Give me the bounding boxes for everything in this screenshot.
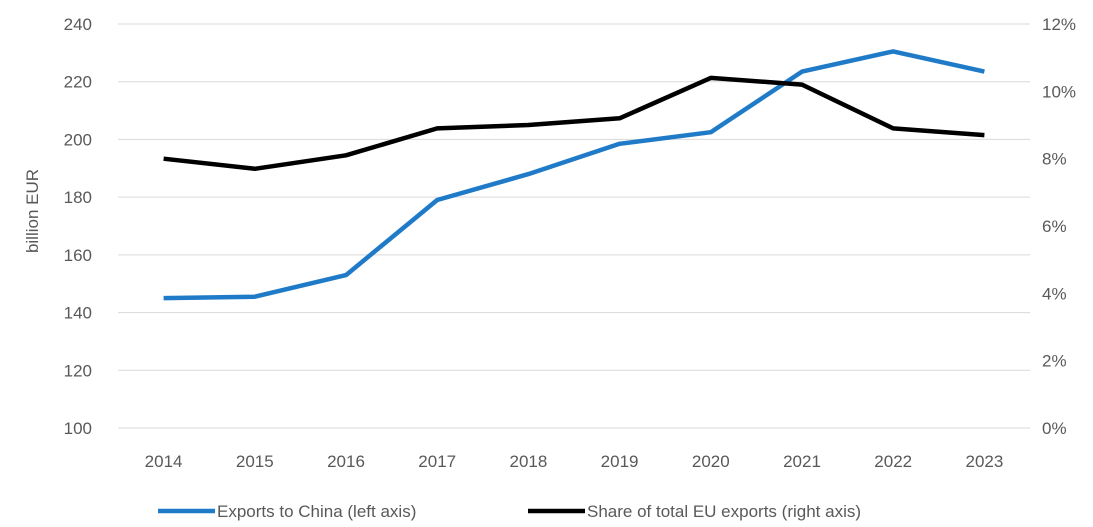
left-tick-label: 160 bbox=[64, 246, 92, 265]
legend-item-share: Share of total EU exports (right axis) bbox=[528, 502, 861, 521]
x-tick-label: 2021 bbox=[783, 452, 821, 471]
right-tick-label: 8% bbox=[1042, 150, 1067, 169]
left-tick-label: 180 bbox=[64, 188, 92, 207]
right-tick-label: 6% bbox=[1042, 217, 1067, 236]
left-axis-title: billion EUR bbox=[23, 169, 42, 253]
gridlines bbox=[118, 23, 1030, 429]
left-tick-label: 220 bbox=[64, 73, 92, 92]
x-tick-label: 2023 bbox=[965, 452, 1003, 471]
x-tick-label: 2015 bbox=[236, 452, 274, 471]
x-tick-label: 2018 bbox=[509, 452, 547, 471]
x-tick-label: 2014 bbox=[145, 452, 183, 471]
x-tick-label: 2017 bbox=[418, 452, 456, 471]
left-tick-label: 240 bbox=[64, 15, 92, 34]
right-tick-label: 12% bbox=[1042, 15, 1076, 34]
right-tick-label: 2% bbox=[1042, 352, 1067, 371]
series-lines bbox=[163, 49, 985, 301]
x-axis-ticks: 2014 2015 2016 2017 2018 2019 2020 2021 2022 2023 bbox=[145, 452, 1004, 471]
right-axis-ticks: 0% 2% 4% 6% 8% 10% 12% bbox=[1042, 15, 1076, 438]
right-tick-label: 0% bbox=[1042, 419, 1067, 438]
series-line-share bbox=[163, 75, 985, 172]
left-axis-ticks: 100 120 140 160 180 200 220 240 bbox=[64, 15, 92, 438]
x-tick-label: 2020 bbox=[692, 452, 730, 471]
left-tick-label: 200 bbox=[64, 130, 92, 149]
x-tick-label: 2019 bbox=[601, 452, 639, 471]
legend-item-exports: Exports to China (left axis) bbox=[158, 502, 416, 521]
left-tick-label: 100 bbox=[64, 419, 92, 438]
x-tick-label: 2016 bbox=[327, 452, 365, 471]
legend: Exports to China (left axis) Share of to… bbox=[158, 502, 861, 521]
x-tick-label: 2022 bbox=[874, 452, 912, 471]
legend-label-share: Share of total EU exports (right axis) bbox=[587, 502, 861, 521]
left-tick-label: 120 bbox=[64, 361, 92, 380]
series-line-exports bbox=[163, 49, 985, 301]
legend-label-exports: Exports to China (left axis) bbox=[217, 502, 416, 521]
right-tick-label: 4% bbox=[1042, 284, 1067, 303]
left-tick-label: 140 bbox=[64, 304, 92, 323]
right-tick-label: 10% bbox=[1042, 82, 1076, 101]
